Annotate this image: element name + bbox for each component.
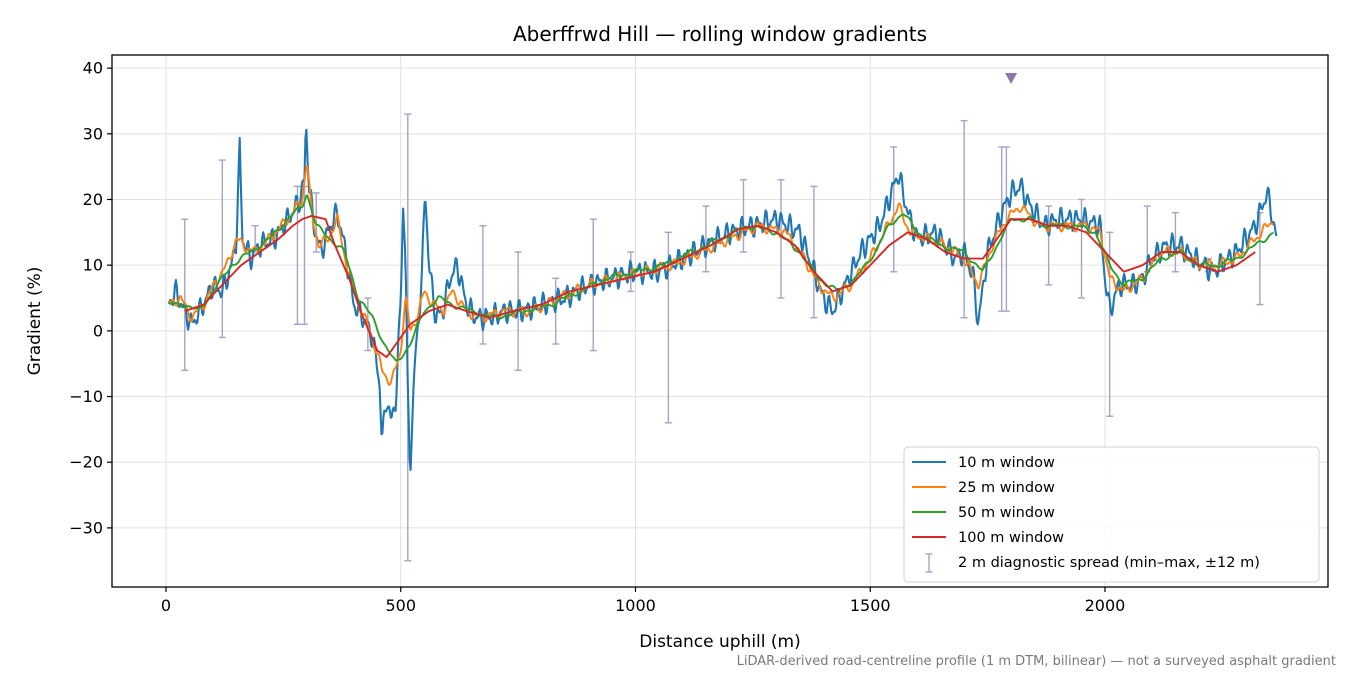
plot-frame [111,54,1329,588]
series-line-10-m-window [168,128,1278,471]
legend-label-25m: 25 m window [958,480,1055,496]
y-tick-label: −10 [69,387,103,406]
legend-label-50m: 50 m window [958,505,1055,521]
y-axis-label: Gradient (%) [25,267,45,376]
x-tick-label: 1000 [615,596,656,615]
legend-label-spread: 2 m diagnostic spread (min–max, ±12 m) [958,555,1260,571]
spread-bar [777,179,785,299]
x-axis-label: Distance uphill (m) [639,632,800,652]
spread-bar [1171,211,1179,273]
spread-bar [181,218,189,371]
spread-bar [810,185,818,319]
spread-bar [960,119,968,319]
y-axis-ticks: −30 −20 −10 0 10 20 30 40 [69,59,112,537]
legend: 10 m window 25 m window 50 m window 100 … [903,446,1320,583]
y-tick-label: 20 [83,190,103,209]
chart-title: Aberffrwd Hill — rolling window gradient… [513,22,927,46]
x-tick-label: 1500 [850,596,891,615]
spread-bar [739,179,747,253]
marker-layer [1005,72,1018,84]
y-tick-label: 0 [93,321,103,340]
y-tick-label: −30 [69,518,103,537]
spread-bar [1045,205,1053,286]
y-tick-label: 30 [83,124,103,143]
x-tick-label: 500 [385,596,416,615]
spread-bar [1078,198,1086,299]
legend-box [903,446,1320,583]
grid [112,55,1328,587]
spread-bar [890,146,898,273]
series-lines [167,128,1278,471]
x-axis-ticks: 0 500 1000 1500 2000 [161,587,1125,615]
spread-bar [1002,146,1010,312]
x-tick-label: 2000 [1085,596,1126,615]
y-tick-label: −20 [69,453,103,472]
y-tick-label: 10 [83,256,103,275]
diagnostic-spread-bars [181,113,1264,562]
spread-bar [218,159,226,339]
series-line-100-m-window [184,214,1256,359]
spread-bar [702,205,710,273]
y-tick-label: 40 [83,59,103,78]
legend-label-100m: 100 m window [958,530,1064,546]
legend-label-10m: 10 m window [958,455,1055,471]
legend-swatch-spread [925,553,933,573]
spread-bar [293,185,301,325]
source-note: LiDAR-derived road-centreline profile (1… [737,654,1336,669]
x-tick-label: 0 [161,596,171,615]
peak-marker [1005,72,1018,84]
